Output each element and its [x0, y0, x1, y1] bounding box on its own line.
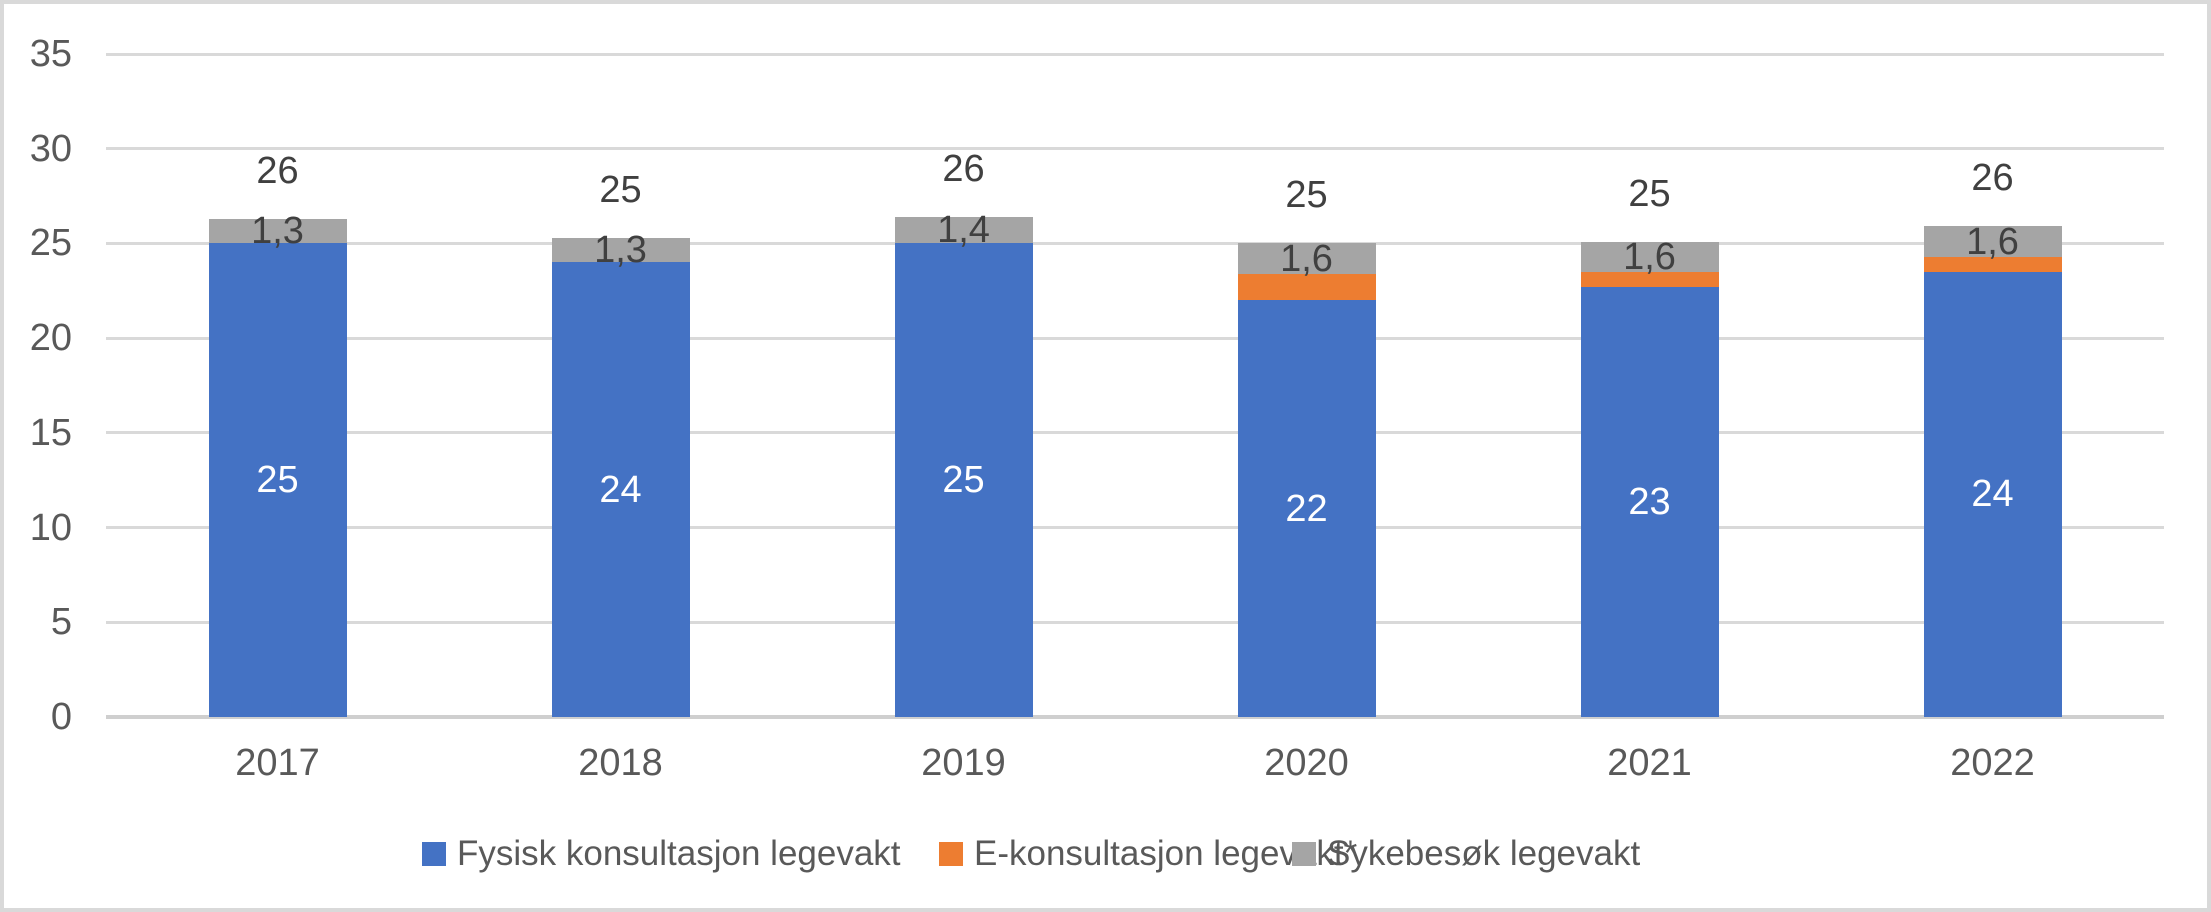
legend-label: Fysisk konsultasjon legevakt — [457, 834, 901, 873]
gridline — [106, 147, 2164, 151]
bar-total-label: 26 — [942, 147, 985, 190]
legend-label: Sykebesøk legevakt — [1327, 834, 1641, 873]
legend: Fysisk konsultasjon legevakt E-konsultas… — [4, 830, 2207, 878]
bar-segment-label: 24 — [1971, 473, 2014, 516]
bar-segment-series2-2021 — [1580, 241, 1719, 272]
bar-segment-label: 25 — [942, 459, 985, 502]
bar-segment-label: 22 — [1285, 487, 1328, 530]
bar-segment-series0-2020 — [1237, 300, 1376, 717]
legend-swatch-blue-icon — [422, 842, 446, 866]
gridline — [106, 52, 2164, 56]
bar-total-label: 25 — [1285, 174, 1328, 217]
x-axis-label: 2022 — [1950, 742, 2035, 784]
legend-item-sykebesok: Sykebesøk legevakt — [1292, 830, 1640, 878]
bar-segment-series0-2021 — [1580, 286, 1719, 717]
x-axis-label: 2018 — [578, 742, 663, 784]
y-axis-tick-label: 25 — [29, 222, 72, 265]
bar-segment-series2-2020 — [1237, 243, 1376, 274]
bar-segment-series1-2022 — [1923, 256, 2062, 272]
bar-segment-series0-2017 — [208, 243, 347, 717]
bar-segment-label: 24 — [599, 468, 642, 511]
x-axis-line — [106, 715, 2164, 719]
bar-total-label: 25 — [599, 168, 642, 211]
legend-item-fysisk-konsultasjon: Fysisk konsultasjon legevakt — [422, 830, 901, 878]
legend-swatch-orange-icon — [939, 842, 963, 866]
x-axis-label: 2017 — [235, 742, 320, 784]
bar-segment-label: 1,6 — [1623, 235, 1676, 278]
bar-segment-label: 1,6 — [1280, 237, 1333, 280]
bar-total-label: 25 — [1628, 172, 1671, 215]
y-axis-tick-label: 15 — [29, 411, 72, 454]
bar-segment-label: 1,3 — [251, 210, 304, 253]
bar-segment-series2-2018 — [551, 237, 690, 263]
gridline — [106, 336, 2164, 340]
bar-segment-label: 23 — [1628, 480, 1671, 523]
gridline — [106, 526, 2164, 530]
bar-segment-label: 25 — [256, 459, 299, 502]
y-axis-tick-label: 10 — [29, 506, 72, 549]
gridline — [106, 431, 2164, 435]
bar-segment-series0-2018 — [551, 262, 690, 717]
bar-segment-label: 1,3 — [594, 229, 647, 272]
y-axis-tick-label: 5 — [50, 601, 72, 644]
bar-segment-series2-2019 — [894, 216, 1033, 244]
y-axis-tick-label: 20 — [29, 317, 72, 360]
bar-total-label: 26 — [1971, 157, 2014, 200]
x-axis-label: 2020 — [1264, 742, 1349, 784]
y-axis-tick-label: 35 — [29, 33, 72, 75]
x-axis-label: 2021 — [1607, 742, 1692, 784]
bar-segment-series0-2019 — [894, 243, 1033, 717]
gridline — [106, 620, 2164, 624]
bar-segment-series1-2021 — [1580, 271, 1719, 287]
bar-segment-series0-2022 — [1923, 271, 2062, 717]
y-axis-tick-label: 30 — [29, 127, 72, 170]
x-axis-label: 2019 — [921, 742, 1006, 784]
bar-segment-label: 1,6 — [1966, 220, 2019, 263]
bar-segment-series2-2017 — [208, 218, 347, 244]
bar-segment-series1-2020 — [1237, 273, 1376, 301]
legend-swatch-gray-icon — [1292, 842, 1316, 866]
bar-segment-series2-2022 — [1923, 226, 2062, 257]
gridline — [106, 241, 2164, 245]
bar-total-label: 26 — [256, 149, 299, 192]
bar-segment-label: 1,4 — [937, 209, 990, 252]
y-axis-tick-label: 0 — [50, 696, 72, 738]
